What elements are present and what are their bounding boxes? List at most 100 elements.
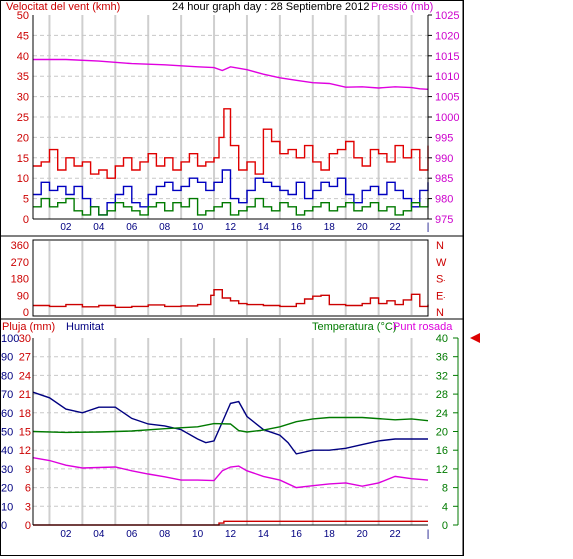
hour-tick-label: 16 — [291, 222, 303, 233]
wind-direction-series-line — [33, 289, 429, 308]
direction-degree-label: 0 — [23, 307, 29, 319]
rain-tick-label: 12 — [19, 445, 31, 457]
wind-speed-tick-label: 5 — [23, 194, 29, 206]
compass-separator-dot: . — [443, 273, 446, 283]
humidity-tick-label: 0 — [1, 520, 7, 532]
pressure-tick-label: 1020 — [435, 30, 459, 42]
pressure-ticks: 975 980 985 990 995 1000 1005 1010 1015 1020 1025 — [428, 10, 459, 226]
pressure-series-line — [33, 58, 429, 90]
pressure-tick-label: 990 — [435, 153, 453, 165]
hour-ticks-top: 02 04 06 08 10 12 14 16 18 20 22 | — [60, 222, 429, 233]
wind-speed-tick-label: 25 — [17, 112, 29, 124]
direction-plot-area — [33, 245, 428, 312]
temperature-axis-title: Temperatura (°C) — [312, 321, 396, 333]
hour-tick-label: | — [427, 529, 430, 540]
hour-tick-label: 12 — [225, 529, 237, 540]
hour-tick-label: 08 — [159, 529, 171, 540]
direction-degree-label: 270 — [11, 257, 29, 269]
pressure-tick-label: 985 — [435, 173, 453, 185]
temp-tick-label: 12 — [436, 464, 448, 476]
direction-compass-ticks: NWSEN... — [436, 240, 447, 319]
rain-tick-label: 24 — [19, 370, 31, 382]
temp-tick-label: 20 — [436, 427, 448, 439]
pressure-tick-label: 1005 — [435, 92, 459, 104]
wind-series — [33, 58, 429, 216]
humidity-tick-label: 90 — [1, 352, 13, 364]
hour-tick-label: 02 — [60, 222, 72, 233]
rain-tick-label: 9 — [25, 464, 31, 476]
hour-tick-label: 08 — [159, 222, 171, 233]
chart-title: 24 hour graph day : 28 Septiembre 2012 — [172, 1, 370, 13]
pressure-tick-label: 1000 — [435, 112, 459, 124]
rain-humidity-temperature-panel: 0 3 6 9 12 15 18 21 24 27 30 0 10 20 30 40 50 60 70 80 90 10… — [1, 333, 429, 540]
wind-speed-tick-label: 15 — [17, 153, 29, 165]
temperature-series-line — [32, 416, 429, 434]
temp-tick-label: 40 — [436, 333, 448, 345]
temp-tick-label: 28 — [436, 389, 448, 401]
pressure-axis-title: Pressió (mb) — [371, 1, 433, 13]
humidity-tick-label: 50 — [1, 427, 13, 439]
temp-tick-label: 36 — [436, 352, 448, 364]
rain-tick-label: 0 — [25, 520, 31, 532]
temperature-ticks: 0 4 8 12 16 20 24 28 32 36 40 — [436, 333, 458, 532]
humidity-axis-title: Humitat — [66, 321, 104, 333]
hour-tick-label: 12 — [225, 222, 237, 233]
direction-degree-label: 180 — [11, 274, 29, 286]
wind-speed-tick-label: 35 — [17, 71, 29, 83]
wind-speed-tick-label: 10 — [17, 173, 29, 185]
wind-speed-axis-title: Velocitat del vent (kmh) — [6, 1, 120, 13]
pressure-tick-label: 975 — [435, 214, 453, 226]
hour-tick-label: 02 — [60, 529, 72, 540]
pressure-tick-label: 995 — [435, 132, 453, 144]
compass-direction-label: N — [436, 307, 444, 319]
humidity-series-line — [32, 391, 428, 455]
wind-speed-tick-label: 50 — [17, 10, 29, 22]
rain-ticks: 0 3 6 9 12 15 18 21 24 27 30 — [19, 333, 31, 532]
compass-direction-label: S — [436, 274, 443, 286]
humidity-tick-label: 40 — [1, 445, 13, 457]
humidity-tick-label: 60 — [1, 408, 13, 420]
hour-tick-label: 04 — [93, 529, 105, 540]
wind-speed-tick-label: 40 — [17, 51, 29, 63]
hour-tick-label: 22 — [390, 529, 402, 540]
direction-series — [33, 289, 429, 308]
rain-tick-label: 3 — [25, 501, 31, 513]
dewpoint-axis-title: Punt rosada — [393, 321, 453, 333]
climate-grid — [33, 338, 428, 525]
hour-tick-label: 14 — [258, 529, 270, 540]
compass-direction-label: N — [436, 240, 444, 252]
rain-tick-label: 30 — [19, 333, 31, 345]
hour-tick-label: 18 — [324, 222, 336, 233]
humidity-tick-label: 10 — [1, 501, 13, 513]
direction-degree-label: 90 — [17, 290, 29, 302]
temp-tick-label: 4 — [442, 501, 448, 513]
compass-separator-dot: . — [443, 256, 446, 266]
direction-grid — [48, 241, 413, 315]
temp-tick-label: 0 — [442, 520, 448, 532]
compass-separator-dot: . — [443, 290, 446, 300]
humidity-tick-label: 30 — [1, 464, 13, 476]
hour-tick-label: 20 — [357, 529, 369, 540]
hour-tick-label: 20 — [357, 222, 369, 233]
dewpoint-series-line — [32, 457, 429, 489]
climate-series — [32, 391, 429, 526]
hour-tick-label: 22 — [390, 222, 402, 233]
pressure-tick-label: 1015 — [435, 51, 459, 63]
humidity-tick-label: 100 — [1, 333, 19, 345]
pressure-tick-label: 1025 — [435, 10, 459, 22]
hour-tick-label: 04 — [93, 222, 105, 233]
hour-tick-label: 10 — [192, 529, 204, 540]
current-temp-marker-icon — [470, 333, 480, 343]
rain-tick-label: 21 — [19, 389, 31, 401]
hour-tick-label: 16 — [291, 529, 303, 540]
humidity-tick-label: 70 — [1, 389, 13, 401]
humidity-ticks: 0 10 20 30 40 50 60 70 80 90 100 — [1, 333, 19, 532]
wind-speed-tick-label: 45 — [17, 30, 29, 42]
hour-tick-label: 14 — [258, 222, 270, 233]
rain-axis-title: Pluja (mm) — [2, 321, 55, 333]
direction-degree-ticks: 0 90 180 270 360 — [11, 240, 29, 319]
rain-tick-label: 6 — [25, 483, 31, 495]
